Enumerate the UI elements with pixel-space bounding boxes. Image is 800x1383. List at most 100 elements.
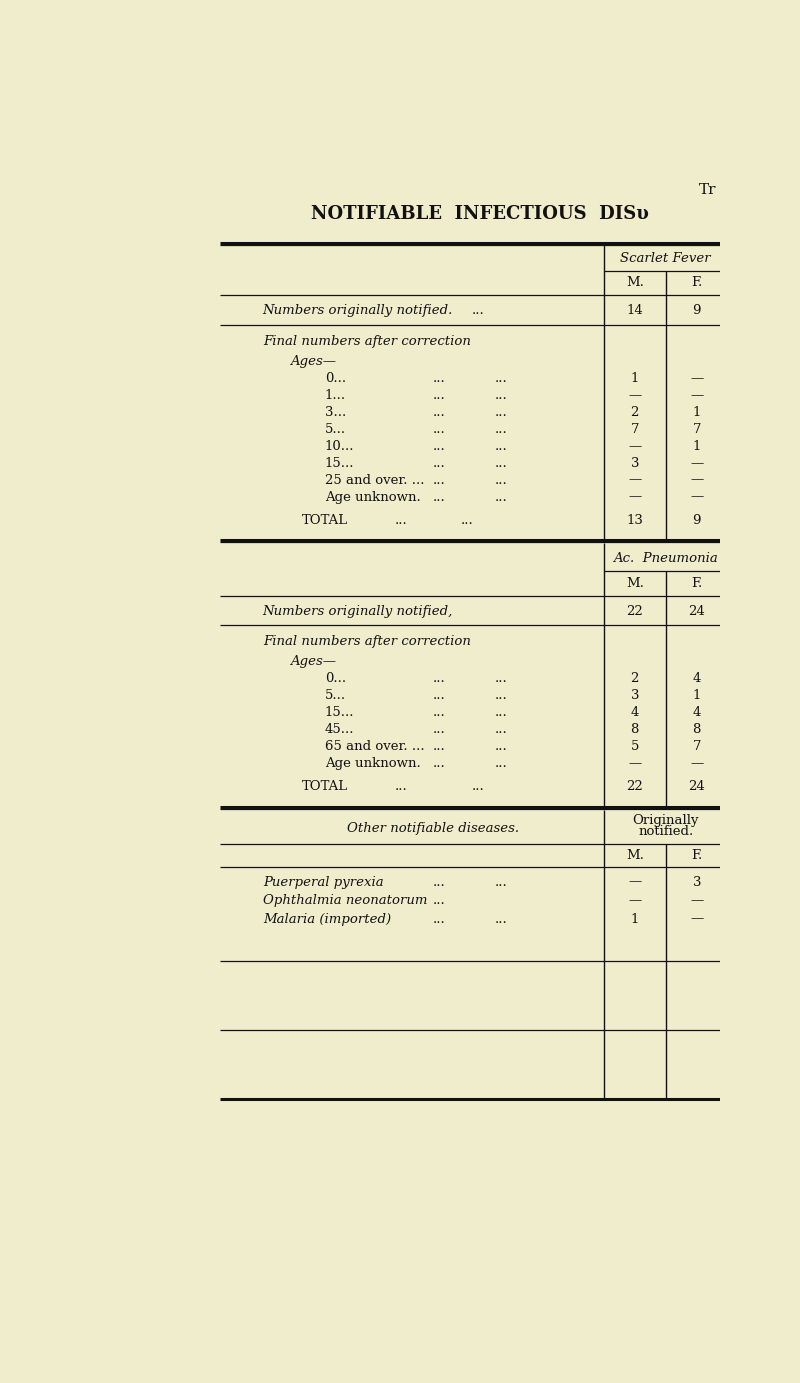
Text: 15...: 15... xyxy=(325,456,354,470)
Text: ...: ... xyxy=(434,707,446,719)
Text: ...: ... xyxy=(394,513,407,527)
Text: Puerperal pyrexia: Puerperal pyrexia xyxy=(262,875,383,888)
Text: 8: 8 xyxy=(693,723,701,736)
Text: ...: ... xyxy=(434,440,446,452)
Text: ...: ... xyxy=(434,405,446,419)
Text: Numbers originally notified,: Numbers originally notified, xyxy=(262,604,453,618)
Text: 2: 2 xyxy=(630,405,639,419)
Text: ...: ... xyxy=(434,473,446,487)
Text: —: — xyxy=(690,473,703,487)
Text: 25 and over. ...: 25 and over. ... xyxy=(325,473,424,487)
Text: 22: 22 xyxy=(626,780,643,792)
Text: 1: 1 xyxy=(630,913,639,925)
Text: —: — xyxy=(628,440,642,452)
Text: F.: F. xyxy=(691,277,702,289)
Text: 0...: 0... xyxy=(325,672,346,686)
Text: —: — xyxy=(690,456,703,470)
Text: ...: ... xyxy=(495,757,508,770)
Text: —: — xyxy=(690,757,703,770)
Text: —: — xyxy=(690,491,703,503)
Text: 10...: 10... xyxy=(325,440,354,452)
Text: ...: ... xyxy=(495,913,508,925)
Text: 5...: 5... xyxy=(325,423,346,436)
Text: ...: ... xyxy=(472,304,485,317)
Text: —: — xyxy=(628,893,642,907)
Text: 4: 4 xyxy=(630,707,639,719)
Text: 9: 9 xyxy=(693,513,701,527)
Text: Scarlet Fever: Scarlet Fever xyxy=(621,252,711,266)
Text: 65 and over. ...: 65 and over. ... xyxy=(325,740,424,752)
Text: M.: M. xyxy=(626,577,644,589)
Text: ...: ... xyxy=(495,440,508,452)
Text: 5: 5 xyxy=(630,740,639,752)
Text: Ages—: Ages— xyxy=(290,355,336,368)
Text: TOTAL: TOTAL xyxy=(302,513,348,527)
Text: ...: ... xyxy=(460,513,473,527)
Text: 3: 3 xyxy=(693,875,701,888)
Text: 0...: 0... xyxy=(325,372,346,384)
Text: 4: 4 xyxy=(693,707,701,719)
Text: 24: 24 xyxy=(688,780,705,792)
Text: ...: ... xyxy=(434,456,446,470)
Text: ...: ... xyxy=(495,689,508,703)
Text: ...: ... xyxy=(495,491,508,503)
Text: Ophthalmia neonatorum: Ophthalmia neonatorum xyxy=(262,893,427,907)
Text: ...: ... xyxy=(434,672,446,686)
Text: ...: ... xyxy=(394,780,407,792)
Text: Originally: Originally xyxy=(633,815,699,827)
Text: M.: M. xyxy=(626,849,644,862)
Text: Ac.  Pneumonia: Ac. Pneumonia xyxy=(614,552,718,566)
Text: 5...: 5... xyxy=(325,689,346,703)
Text: Malaria (imported): Malaria (imported) xyxy=(262,913,391,925)
Text: ...: ... xyxy=(495,875,508,888)
Text: Numbers originally notified.: Numbers originally notified. xyxy=(262,304,453,317)
Text: 9: 9 xyxy=(693,304,701,317)
Text: ...: ... xyxy=(495,740,508,752)
Text: ...: ... xyxy=(495,456,508,470)
Text: 7: 7 xyxy=(693,423,701,436)
Text: Ages—: Ages— xyxy=(290,656,336,668)
Text: ...: ... xyxy=(472,780,485,792)
Text: ...: ... xyxy=(434,689,446,703)
Text: Other notifiable diseases.: Other notifiable diseases. xyxy=(347,822,519,835)
Text: ...: ... xyxy=(495,723,508,736)
Text: 24: 24 xyxy=(688,604,705,618)
Text: 1: 1 xyxy=(693,440,701,452)
Text: —: — xyxy=(690,372,703,384)
Text: 7: 7 xyxy=(630,423,639,436)
Text: —: — xyxy=(628,491,642,503)
Text: M.: M. xyxy=(626,277,644,289)
Text: 14: 14 xyxy=(626,304,643,317)
Text: ...: ... xyxy=(495,389,508,402)
Text: ...: ... xyxy=(434,423,446,436)
Text: 1: 1 xyxy=(693,689,701,703)
Text: —: — xyxy=(690,893,703,907)
Text: ...: ... xyxy=(434,740,446,752)
Text: 3...: 3... xyxy=(325,405,346,419)
Text: F.: F. xyxy=(691,849,702,862)
Text: 3: 3 xyxy=(630,689,639,703)
Text: —: — xyxy=(690,913,703,925)
Text: —: — xyxy=(628,757,642,770)
Text: 1...: 1... xyxy=(325,389,346,402)
Text: ...: ... xyxy=(495,372,508,384)
Text: 1: 1 xyxy=(630,372,639,384)
Text: Tr: Tr xyxy=(698,183,716,196)
Text: Age unknown.: Age unknown. xyxy=(325,757,421,770)
Text: —: — xyxy=(628,875,642,888)
Text: ...: ... xyxy=(434,372,446,384)
Text: ...: ... xyxy=(495,423,508,436)
Text: TOTAL: TOTAL xyxy=(302,780,348,792)
Text: 3: 3 xyxy=(630,456,639,470)
Text: ...: ... xyxy=(434,723,446,736)
Text: Age unknown.: Age unknown. xyxy=(325,491,421,503)
Text: 4: 4 xyxy=(693,672,701,686)
Text: notified.: notified. xyxy=(638,824,694,838)
Text: ...: ... xyxy=(434,893,446,907)
Text: ...: ... xyxy=(434,757,446,770)
Text: —: — xyxy=(628,389,642,402)
Text: 45...: 45... xyxy=(325,723,354,736)
Text: Final numbers after correction: Final numbers after correction xyxy=(262,635,470,649)
Text: ...: ... xyxy=(495,473,508,487)
Text: F.: F. xyxy=(691,577,702,589)
